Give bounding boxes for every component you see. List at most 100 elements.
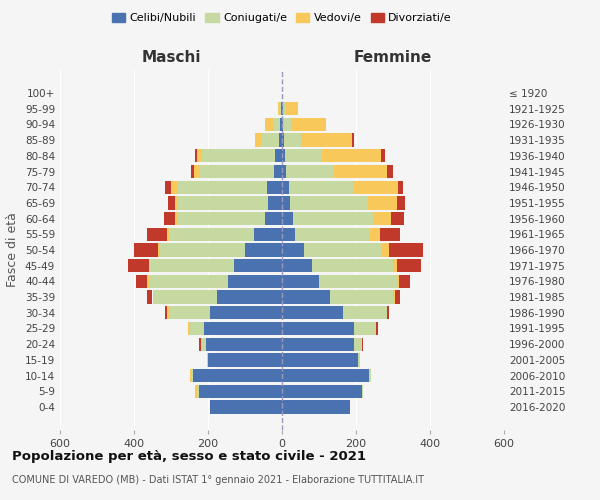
Bar	[188, 322, 190, 335]
Bar	[353, 180, 398, 194]
Text: Maschi: Maschi	[141, 50, 201, 65]
Bar	[352, 134, 354, 147]
Bar	[319, 274, 397, 288]
Bar	[199, 338, 200, 351]
Bar	[197, 149, 202, 162]
Bar	[389, 244, 422, 256]
Bar	[275, 149, 282, 162]
Bar	[273, 118, 280, 131]
Bar	[160, 244, 245, 256]
Bar	[388, 306, 389, 320]
Bar	[281, 102, 282, 116]
Bar	[282, 134, 284, 147]
Bar	[195, 149, 197, 162]
Bar	[149, 274, 229, 288]
Bar	[274, 165, 282, 178]
Bar	[176, 180, 267, 194]
Bar	[393, 290, 395, 304]
Bar	[285, 149, 322, 162]
Text: Popolazione per età, sesso e stato civile - 2021: Popolazione per età, sesso e stato civil…	[12, 450, 366, 463]
Bar	[382, 244, 389, 256]
Bar	[283, 118, 290, 131]
Bar	[206, 338, 282, 351]
Bar	[279, 134, 282, 147]
Bar	[234, 259, 282, 272]
Bar	[254, 228, 282, 241]
Bar	[290, 118, 326, 131]
Bar	[177, 196, 268, 209]
Bar	[398, 180, 403, 194]
Bar	[193, 369, 282, 382]
Bar	[204, 322, 282, 335]
Bar	[207, 353, 208, 366]
Bar	[171, 180, 176, 194]
Bar	[330, 290, 393, 304]
Bar	[282, 244, 304, 256]
Bar	[147, 228, 167, 241]
Bar	[210, 306, 282, 320]
Bar	[282, 180, 289, 194]
Bar	[304, 244, 382, 256]
Bar	[354, 338, 362, 351]
Bar	[202, 338, 206, 351]
Bar	[280, 118, 282, 131]
Bar	[260, 134, 279, 147]
Bar	[289, 180, 353, 194]
Bar	[147, 274, 149, 288]
Bar	[166, 306, 167, 320]
Bar	[284, 134, 301, 147]
Bar	[283, 102, 284, 116]
Bar	[191, 369, 193, 382]
Bar	[169, 306, 210, 320]
Bar	[267, 180, 282, 194]
Bar	[190, 322, 204, 335]
Bar	[164, 212, 175, 226]
Bar	[395, 290, 400, 304]
Bar	[376, 322, 378, 335]
Bar	[301, 134, 352, 147]
Bar	[391, 212, 404, 226]
Bar	[286, 165, 334, 178]
Bar	[282, 322, 354, 335]
Bar	[191, 165, 194, 178]
Bar	[210, 400, 282, 413]
Bar	[265, 212, 282, 226]
Bar	[268, 196, 282, 209]
Bar	[388, 165, 393, 178]
Bar	[373, 212, 391, 226]
Bar	[369, 228, 380, 241]
Bar	[282, 400, 350, 413]
Bar	[175, 196, 177, 209]
Bar	[354, 322, 376, 335]
Bar	[282, 102, 283, 116]
Bar	[282, 338, 354, 351]
Bar	[322, 149, 381, 162]
Bar	[368, 196, 397, 209]
Bar	[166, 180, 171, 194]
Bar	[381, 149, 385, 162]
Bar	[282, 118, 283, 131]
Bar	[158, 244, 160, 256]
Bar	[195, 384, 197, 398]
Bar	[176, 212, 265, 226]
Bar	[194, 165, 200, 178]
Bar	[208, 353, 282, 366]
Bar	[282, 259, 311, 272]
Bar	[282, 274, 319, 288]
Bar	[255, 134, 260, 147]
Bar	[197, 384, 199, 398]
Bar	[134, 244, 158, 256]
Bar	[343, 306, 388, 320]
Bar	[282, 353, 358, 366]
Bar	[362, 384, 364, 398]
Bar	[284, 102, 298, 116]
Bar	[282, 228, 295, 241]
Bar	[168, 196, 175, 209]
Bar	[199, 384, 282, 398]
Text: COMUNE DI VAREDO (MB) - Dati ISTAT 1° gennaio 2021 - Elaborazione TUTTITALIA.IT: COMUNE DI VAREDO (MB) - Dati ISTAT 1° ge…	[12, 475, 424, 485]
Bar	[334, 165, 388, 178]
Bar	[280, 102, 281, 116]
Bar	[136, 274, 147, 288]
Bar	[245, 244, 282, 256]
Bar	[175, 212, 176, 226]
